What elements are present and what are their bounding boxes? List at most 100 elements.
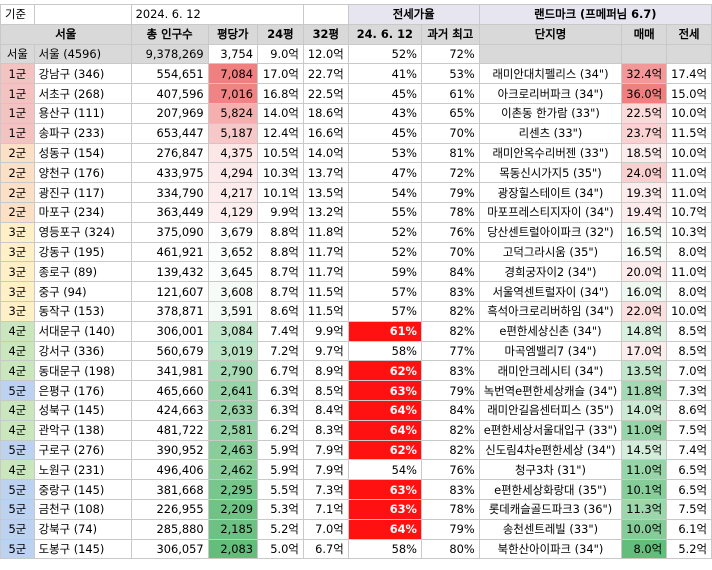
complex-cell: 경희궁자이2 (34")	[478, 261, 623, 283]
jeonse-cell: 6.5억	[666, 459, 712, 481]
ratio-cell: 43%	[347, 102, 422, 124]
table-row: 5군 은평구 (176) 465,660 2,641 6.3억 8.5억 63% 79% 녹번역…	[0, 380, 712, 401]
price-32-cell: 11.7억	[302, 241, 349, 263]
price-cell: 7,084	[207, 63, 258, 85]
group-cell: 1군	[0, 102, 35, 124]
jeonse-cell: 8.5억	[666, 340, 712, 362]
jeonse-cell: 5.2억	[666, 538, 712, 560]
ratio-max-cell: 82%	[420, 419, 480, 441]
district-cell: 강남구 (346)	[33, 63, 132, 85]
population-cell: 285,880	[130, 518, 209, 540]
table-row: 1군 서초구 (268) 407,596 7,016 16.8억 22.5억 45% 61% 아…	[0, 83, 712, 104]
price-24-cell: 16.8억	[256, 83, 304, 104]
col-seoul: 서울	[0, 23, 132, 45]
sale-cell: 36.0억	[621, 83, 668, 104]
col-sale: 매매	[621, 23, 668, 45]
table-row: 4군 동대문구 (198) 341,981 2,790 6.7억 8.9억 62% 83% 래미…	[0, 360, 712, 382]
summary-24: 9.0억	[256, 43, 304, 65]
ratio-max-cell: 83%	[420, 479, 480, 500]
complex-cell: e편한세상서울대입구 (33")	[478, 419, 623, 441]
group-cell: 1군	[0, 122, 35, 144]
price-32-cell: 11.8억	[302, 221, 349, 243]
price-32-cell: 9.9억	[302, 320, 349, 342]
ratio-max-cell: 83%	[420, 360, 480, 382]
col-ratio-max: 과거 최고	[420, 23, 480, 45]
price-32-cell: 14.0억	[302, 142, 349, 164]
sale-cell: 19.4억	[621, 201, 668, 223]
landmark-header: 랜드마크 (프메퍼님 6.7)	[478, 4, 712, 25]
ratio-max-cell: 78%	[420, 498, 480, 520]
complex-cell: 북한산아이파크 (34")	[478, 538, 623, 560]
ratio-max-cell: 77%	[420, 340, 480, 362]
ratio-cell: 55%	[347, 201, 422, 223]
population-cell: 465,660	[130, 380, 209, 401]
sale-cell: 8.0억	[621, 538, 668, 560]
price-32-cell: 13.7억	[302, 162, 349, 184]
group-cell: 3군	[0, 281, 35, 302]
col-price: 평당가	[207, 23, 258, 45]
ratio-cell: 58%	[347, 340, 422, 362]
price-24-cell: 8.7억	[256, 281, 304, 302]
group-cell: 1군	[0, 63, 35, 85]
price-24-cell: 6.3억	[256, 399, 304, 421]
price-cell: 3,679	[207, 221, 258, 243]
group-cell: 2군	[0, 182, 35, 203]
ratio-cell: 64%	[347, 399, 422, 421]
population-cell: 375,090	[130, 221, 209, 243]
basis-label: 기준	[0, 4, 35, 25]
sale-cell: 14.5억	[621, 439, 668, 461]
ratio-cell: 64%	[347, 518, 422, 540]
district-cell: 서대문구 (140)	[33, 320, 132, 342]
population-cell: 407,596	[130, 83, 209, 104]
table-row: 4군 강서구 (336) 560,679 3,019 7.2억 9.7억 58% 77% 마곡엠…	[0, 340, 712, 362]
price-cell: 5,187	[207, 122, 258, 144]
jeonse-cell: 11.5억	[666, 122, 712, 144]
district-cell: 마포구 (234)	[33, 201, 132, 223]
ratio-cell: 54%	[347, 182, 422, 203]
table-row: 4군 노원구 (231) 496,406 2,462 5.9억 7.9억 54% 76% 청구3…	[0, 459, 712, 481]
ratio-cell: 57%	[347, 300, 422, 322]
district-cell: 광진구 (117)	[33, 182, 132, 203]
complex-cell: 마포프레스티지자이 (34")	[478, 201, 623, 223]
price-32-cell: 22.7억	[302, 63, 349, 85]
sale-cell: 22.0억	[621, 300, 668, 322]
group-cell: 5군	[0, 439, 35, 461]
population-cell: 306,057	[130, 538, 209, 560]
ratio-max-cell: 53%	[420, 63, 480, 85]
price-32-cell: 8.4억	[302, 399, 349, 421]
population-cell: 653,447	[130, 122, 209, 144]
population-cell: 363,449	[130, 201, 209, 223]
price-cell: 2,185	[207, 518, 258, 540]
population-cell: 341,981	[130, 360, 209, 382]
ratio-cell: 64%	[347, 419, 422, 441]
population-cell: 496,406	[130, 459, 209, 481]
col-32: 32평	[302, 23, 349, 45]
price-32-cell: 6.7억	[302, 538, 349, 560]
group-cell: 4군	[0, 340, 35, 362]
ratio-max-cell: 80%	[420, 538, 480, 560]
district-cell: 송파구 (233)	[33, 122, 132, 144]
sale-cell: 23.7억	[621, 122, 668, 144]
jeonse-cell: 7.3억	[666, 380, 712, 401]
price-cell: 3,652	[207, 241, 258, 263]
price-32-cell: 11.7억	[302, 261, 349, 283]
price-32-cell: 8.9억	[302, 360, 349, 382]
district-cell: 서초구 (268)	[33, 83, 132, 104]
jeonse-cell: 15.0억	[666, 83, 712, 104]
group-cell: 3군	[0, 221, 35, 243]
sale-cell: 14.8억	[621, 320, 668, 342]
price-32-cell: 7.9억	[302, 459, 349, 481]
price-cell: 3,591	[207, 300, 258, 322]
summary-ratio: 52%	[347, 43, 422, 65]
district-cell: 금천구 (108)	[33, 498, 132, 520]
table-row: 4군 서대문구 (140) 306,001 3,084 7.4억 9.9억 61% 82% e편…	[0, 320, 712, 342]
price-cell: 2,295	[207, 479, 258, 500]
price-32-cell: 22.5억	[302, 83, 349, 104]
jeonse-cell: 6.5억	[666, 479, 712, 500]
summary-row: 서울 서울 (4596) 9,378,269 3,754 9.0억 12.0억 …	[0, 43, 712, 65]
district-cell: 강북구 (74)	[33, 518, 132, 540]
ratio-max-cell: 82%	[420, 439, 480, 461]
price-32-cell: 7.1억	[302, 498, 349, 520]
price-32-cell: 16.6억	[302, 122, 349, 144]
